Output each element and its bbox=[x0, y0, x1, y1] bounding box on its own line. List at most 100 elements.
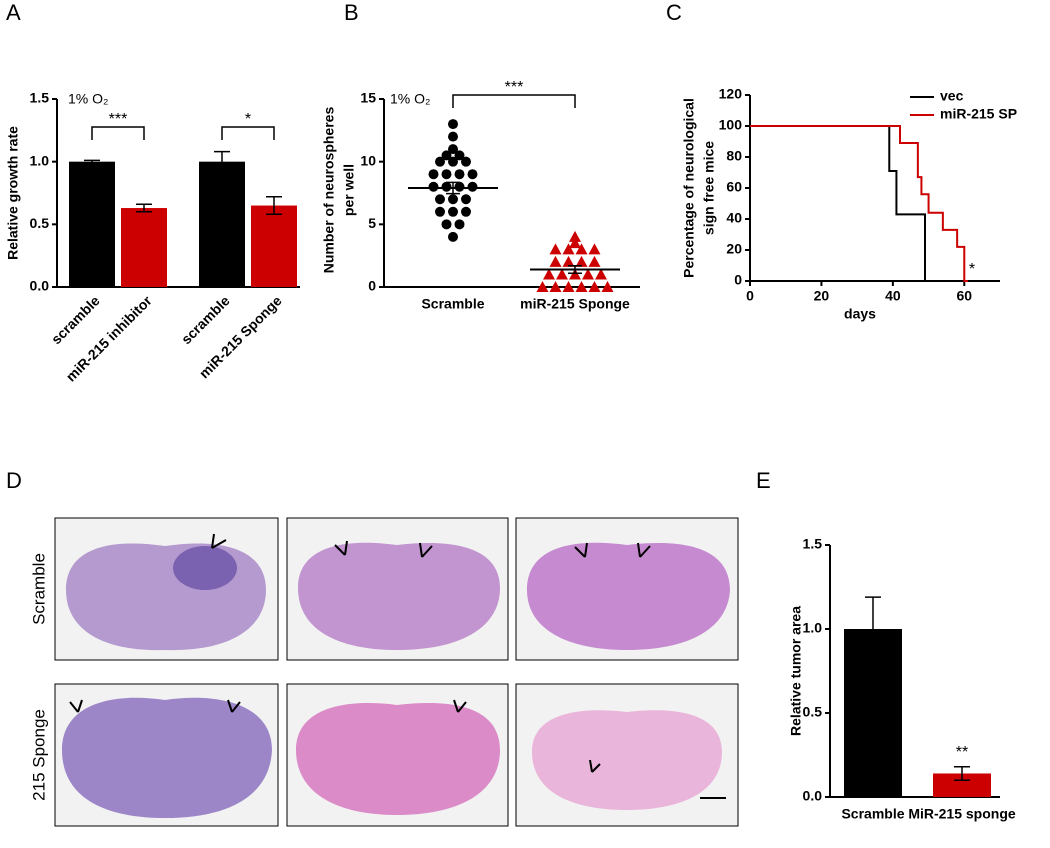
data-point bbox=[562, 243, 575, 255]
x-tick-label: 40 bbox=[885, 288, 901, 304]
row-label: 215 Sponge bbox=[29, 709, 48, 801]
bar bbox=[199, 161, 245, 287]
x-tick-label: 20 bbox=[814, 288, 830, 304]
data-point bbox=[454, 169, 465, 180]
error-bar bbox=[954, 766, 970, 781]
data-point bbox=[556, 268, 568, 280]
data-point bbox=[461, 194, 471, 205]
data-point bbox=[549, 281, 562, 292]
brain-images bbox=[54, 517, 739, 827]
data-point bbox=[588, 281, 601, 292]
row-label: Scramble bbox=[29, 553, 48, 625]
x-tick-label: 0 bbox=[746, 288, 754, 304]
y-tick-label: 0.0 bbox=[30, 278, 50, 294]
y-tick-label: 1.0 bbox=[803, 620, 823, 636]
data-point bbox=[454, 219, 465, 230]
error-bar bbox=[266, 196, 282, 216]
brain-section bbox=[527, 542, 730, 650]
y-tick-label: 100 bbox=[719, 117, 743, 133]
y-tick-label: 1.5 bbox=[30, 90, 50, 106]
y-tick-label: 1.5 bbox=[803, 536, 823, 552]
brain-section bbox=[66, 543, 266, 651]
panel-label: C bbox=[666, 0, 682, 25]
bar bbox=[69, 161, 115, 287]
significance-bracket bbox=[221, 126, 275, 140]
sem-bar bbox=[446, 181, 460, 195]
data-point bbox=[448, 231, 458, 242]
bar bbox=[121, 208, 167, 287]
annotation: 1% O₂ bbox=[390, 91, 430, 107]
y-axis-label: sign free mice bbox=[701, 141, 717, 235]
tumor bbox=[173, 546, 237, 590]
data-point bbox=[549, 243, 562, 255]
data-point bbox=[461, 156, 471, 167]
y-axis-label: Percentage of neurological bbox=[681, 98, 697, 278]
y-tick-label: 0.0 bbox=[803, 788, 823, 804]
significance-label: * bbox=[969, 261, 975, 278]
panel-label: A bbox=[6, 0, 21, 25]
data-point bbox=[448, 206, 458, 217]
y-tick-label: 1.0 bbox=[30, 152, 50, 168]
x-tick-label: MiR-215 sponge bbox=[908, 806, 1016, 822]
data-point bbox=[454, 150, 465, 161]
y-tick-label: 60 bbox=[726, 179, 742, 195]
annotation: 1% O₂ bbox=[68, 91, 108, 107]
brain-section bbox=[296, 702, 500, 815]
y-tick-label: 0 bbox=[734, 272, 742, 288]
x-axis-label: days bbox=[844, 306, 876, 322]
panel-label: B bbox=[344, 0, 359, 25]
error-bar bbox=[84, 159, 100, 164]
sem-bar bbox=[568, 264, 582, 274]
y-axis-label: Number of neurospheres bbox=[321, 107, 337, 274]
error-bar bbox=[136, 203, 152, 213]
significance-bracket bbox=[452, 94, 576, 108]
bar bbox=[933, 773, 991, 797]
y-tick-label: 80 bbox=[726, 148, 742, 164]
data-point bbox=[435, 206, 445, 217]
data-point bbox=[582, 268, 594, 280]
data-point bbox=[601, 281, 614, 292]
bar bbox=[251, 205, 297, 287]
survival-line bbox=[750, 125, 968, 282]
y-axis-label: Relative growth rate bbox=[5, 126, 21, 260]
data-point bbox=[595, 268, 607, 280]
data-point bbox=[575, 255, 588, 267]
data-point bbox=[454, 181, 465, 192]
data-point bbox=[435, 194, 445, 205]
significance-label: *** bbox=[505, 79, 524, 96]
arrows bbox=[69, 533, 651, 773]
significance-label: *** bbox=[109, 111, 128, 128]
data-point bbox=[448, 144, 458, 155]
panel-label: E bbox=[756, 468, 771, 493]
data-point bbox=[562, 255, 575, 267]
y-axis-label: Relative tumor area bbox=[788, 606, 804, 736]
data-point bbox=[562, 281, 575, 292]
data-point bbox=[569, 268, 581, 280]
significance-bracket bbox=[91, 126, 145, 140]
x-tick-label: miR-215 inhibitor bbox=[63, 292, 156, 385]
data-point bbox=[569, 230, 581, 242]
data-point bbox=[575, 243, 588, 255]
error-bar bbox=[214, 150, 230, 173]
x-tick-label: 60 bbox=[956, 288, 972, 304]
x-tick-label: miR-215 Sponge bbox=[520, 296, 630, 312]
y-axis-label: per well bbox=[341, 164, 357, 216]
brain-section bbox=[532, 710, 722, 810]
significance-label: * bbox=[245, 111, 251, 128]
data-point bbox=[448, 131, 458, 142]
data-point bbox=[543, 268, 555, 280]
y-tick-label: 15 bbox=[360, 90, 376, 106]
x-tick-label: Scramble bbox=[841, 806, 904, 822]
data-point bbox=[536, 281, 549, 292]
error-bar bbox=[865, 596, 881, 662]
data-point bbox=[441, 150, 452, 161]
data-point bbox=[461, 206, 471, 217]
y-tick-label: 10 bbox=[360, 152, 376, 168]
data-point bbox=[441, 219, 452, 230]
legend-label: vec bbox=[940, 88, 964, 104]
data-point bbox=[588, 243, 601, 255]
brain-section bbox=[298, 542, 500, 650]
data-point bbox=[448, 156, 458, 167]
y-tick-label: 120 bbox=[719, 86, 743, 102]
